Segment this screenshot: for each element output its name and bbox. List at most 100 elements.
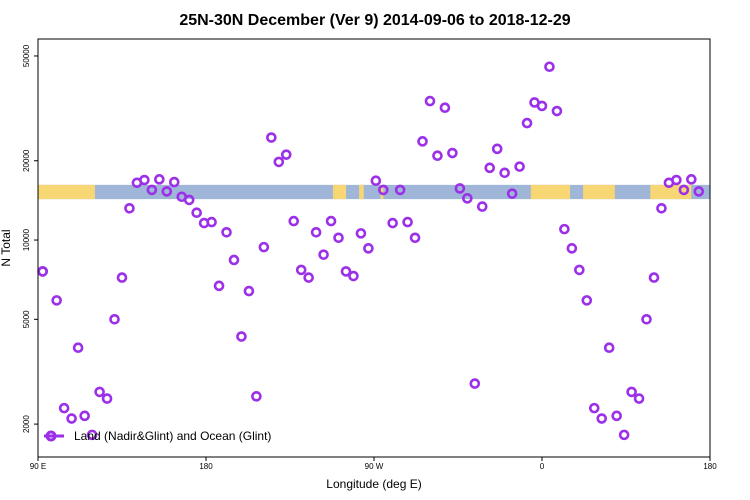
- y-tick-label: 5000: [22, 310, 31, 328]
- y-tick-label: 10000: [22, 228, 31, 251]
- data-point: [686, 174, 697, 185]
- legend-marker: [45, 430, 57, 442]
- data-point: [154, 174, 165, 185]
- land-band-segment: [380, 184, 384, 200]
- data-point: [514, 161, 525, 172]
- data-point: [387, 217, 398, 229]
- data-point: [611, 410, 622, 422]
- data-point: [394, 184, 406, 196]
- data-point: [656, 202, 667, 214]
- data-point: [243, 285, 255, 297]
- data-point: [213, 280, 225, 292]
- data-point: [603, 342, 615, 354]
- data-point: [370, 175, 382, 187]
- data-point: [94, 386, 105, 398]
- data-point: [454, 183, 466, 194]
- data-point: [363, 243, 374, 254]
- data-point: [633, 393, 645, 404]
- data-point: [228, 254, 240, 266]
- land-band-segment: [38, 184, 95, 200]
- data-point: [588, 402, 600, 414]
- data-point: [618, 429, 630, 441]
- data-point: [146, 184, 158, 196]
- data-point: [348, 270, 359, 282]
- data-point: [378, 184, 389, 196]
- legend-label: Land (Nadir&Glint) and Ocean (Glint): [74, 429, 271, 443]
- data-point: [521, 117, 533, 129]
- data-point: [109, 314, 120, 325]
- data-point: [499, 167, 510, 179]
- data-point: [409, 232, 421, 244]
- data-point: [318, 249, 329, 260]
- data-point: [641, 314, 652, 325]
- land-band-segment: [359, 184, 364, 200]
- data-point: [58, 402, 70, 414]
- data-point: [648, 272, 660, 283]
- data-point: [295, 264, 307, 276]
- land-band-segment: [530, 184, 570, 200]
- data-point: [310, 226, 322, 238]
- data-point: [79, 410, 90, 422]
- data-point: [161, 186, 173, 197]
- data-point: [273, 156, 285, 168]
- land-band-segment: [332, 184, 346, 200]
- data-point: [236, 331, 247, 342]
- y-tick-label: 2000: [22, 415, 31, 433]
- data-point: [491, 143, 503, 155]
- x-axis-label: Longitude (deg E): [326, 477, 421, 491]
- data-point: [559, 223, 570, 235]
- data-point: [303, 272, 314, 283]
- data-point: [462, 193, 473, 204]
- y-tick-label: 20000: [22, 149, 31, 172]
- land-band-segment: [583, 184, 615, 200]
- data-point: [280, 149, 292, 160]
- data-point: [288, 215, 300, 227]
- plot-frame: [37, 38, 711, 458]
- data-point: [447, 147, 458, 159]
- data-point: [72, 342, 84, 354]
- data-point: [221, 226, 232, 238]
- data-point: [37, 266, 48, 277]
- data-point: [678, 184, 690, 196]
- data-point: [333, 232, 344, 244]
- data-point: [671, 174, 682, 186]
- data-point: [116, 272, 128, 283]
- data-point: [581, 295, 593, 306]
- data-point: [566, 243, 578, 254]
- data-point: [124, 202, 135, 214]
- y-tick-label: 50000: [22, 44, 31, 67]
- plot-area: [37, 61, 710, 441]
- data-point: [544, 61, 555, 73]
- data-point: [574, 264, 585, 276]
- data-point: [693, 186, 705, 197]
- data-point: [183, 194, 195, 206]
- y-axis: 2000 5000 10000 20000 50000: [22, 44, 38, 433]
- x-tick-label: 180: [703, 462, 717, 471]
- data-point: [168, 176, 180, 188]
- data-point: [340, 266, 352, 277]
- data-point: [476, 201, 488, 212]
- data-point: [251, 391, 262, 402]
- data-point: [484, 162, 496, 174]
- data-point: [432, 150, 443, 162]
- x-axis: 90 E 180 90 W 0 180: [30, 457, 717, 471]
- chart-title: 25N-30N December (Ver 9) 2014-09-06 to 2…: [179, 12, 570, 29]
- data-point: [417, 136, 428, 147]
- data-point: [355, 228, 367, 239]
- data-point: [551, 105, 563, 117]
- data-point: [258, 241, 270, 253]
- legend: Land (Nadir&Glint) and Ocean (Glint): [44, 429, 271, 443]
- x-tick-label: 180: [199, 462, 213, 471]
- x-tick-label: 90 W: [365, 462, 384, 471]
- data-point: [469, 378, 481, 389]
- y-axis-label: N Total: [0, 229, 13, 266]
- data-point: [266, 132, 277, 143]
- data-point: [536, 100, 548, 112]
- data-point: [101, 393, 113, 404]
- data-point: [626, 386, 637, 398]
- data-point: [596, 413, 608, 424]
- x-tick-label: 0: [540, 462, 545, 471]
- data-point: [506, 188, 518, 199]
- x-tick-label: 90 E: [30, 462, 46, 471]
